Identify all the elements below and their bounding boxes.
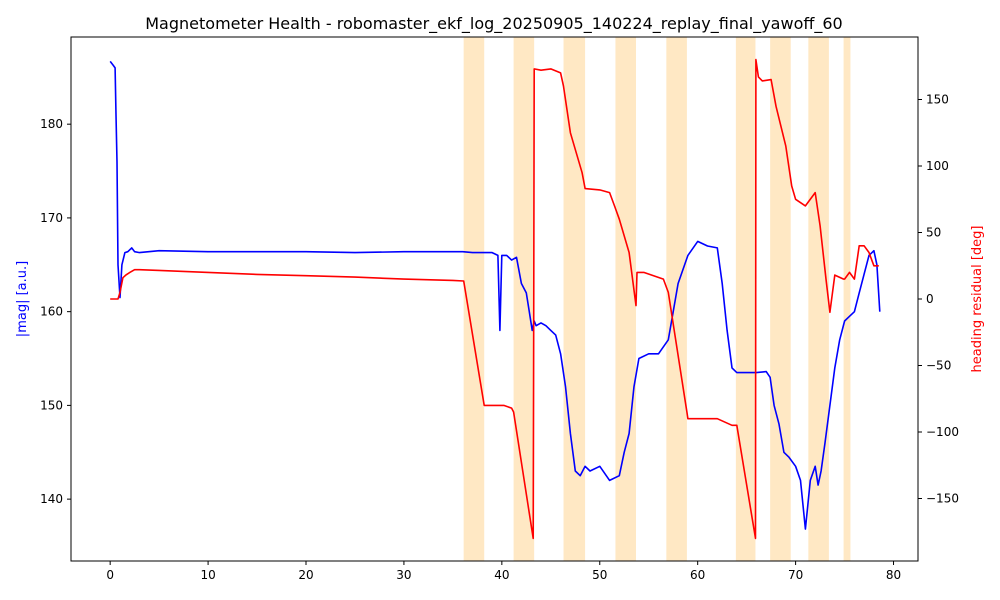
y-right-tick-label: 0 bbox=[926, 292, 934, 306]
highlight-spans bbox=[463, 37, 851, 561]
mag-series-line bbox=[109, 60, 881, 530]
highlight-span-8 bbox=[808, 37, 829, 561]
y-left-tick-label: 140 bbox=[40, 492, 63, 506]
x-tick-label: 0 bbox=[106, 568, 114, 582]
y-right-tick-label: 50 bbox=[926, 226, 941, 240]
highlight-span-9 bbox=[843, 37, 851, 561]
x-tick-label: 80 bbox=[886, 568, 901, 582]
highlight-span-5 bbox=[666, 37, 687, 561]
y-axis-right: −150 −100 −50 0 50 100 150 bbox=[918, 93, 959, 505]
x-tick-label: 30 bbox=[396, 568, 411, 582]
y-right-tick-label: 100 bbox=[926, 159, 949, 173]
y-left-tick-label: 160 bbox=[40, 305, 63, 319]
y-left-tick-label: 170 bbox=[40, 211, 63, 225]
y-right-tick-label: −150 bbox=[926, 491, 959, 505]
highlight-span-1 bbox=[470, 37, 485, 561]
highlight-span-6 bbox=[735, 37, 756, 561]
chart-title: Magnetometer Health - robomaster_ekf_log… bbox=[145, 14, 842, 34]
y-left-tick-label: 180 bbox=[40, 117, 63, 131]
x-axis: 0 10 20 30 40 50 60 70 80 bbox=[106, 561, 901, 582]
x-tick-label: 70 bbox=[788, 568, 803, 582]
y-axis-left-label: |mag| [a.u.] bbox=[15, 261, 30, 337]
y-right-tick-label: −100 bbox=[926, 425, 959, 439]
highlight-span-3 bbox=[563, 37, 586, 561]
x-tick-label: 60 bbox=[690, 568, 705, 582]
x-tick-label: 10 bbox=[200, 568, 215, 582]
residual-series-line bbox=[110, 58, 879, 540]
highlight-span-2 bbox=[513, 37, 535, 561]
y-right-tick-label: 150 bbox=[926, 93, 949, 107]
y-left-tick-label: 150 bbox=[40, 398, 63, 412]
highlight-span-7 bbox=[770, 37, 791, 561]
plot-frame bbox=[70, 36, 919, 562]
y-axis-left: 140 150 160 170 180 bbox=[40, 117, 71, 506]
x-tick-label: 40 bbox=[494, 568, 509, 582]
y-right-tick-label: −50 bbox=[926, 358, 951, 372]
x-tick-label: 20 bbox=[298, 568, 313, 582]
x-tick-label: 50 bbox=[592, 568, 607, 582]
highlight-span-4 bbox=[615, 37, 636, 561]
plot-lines bbox=[109, 58, 881, 540]
y-axis-right-label: heading residual [deg] bbox=[970, 226, 985, 373]
